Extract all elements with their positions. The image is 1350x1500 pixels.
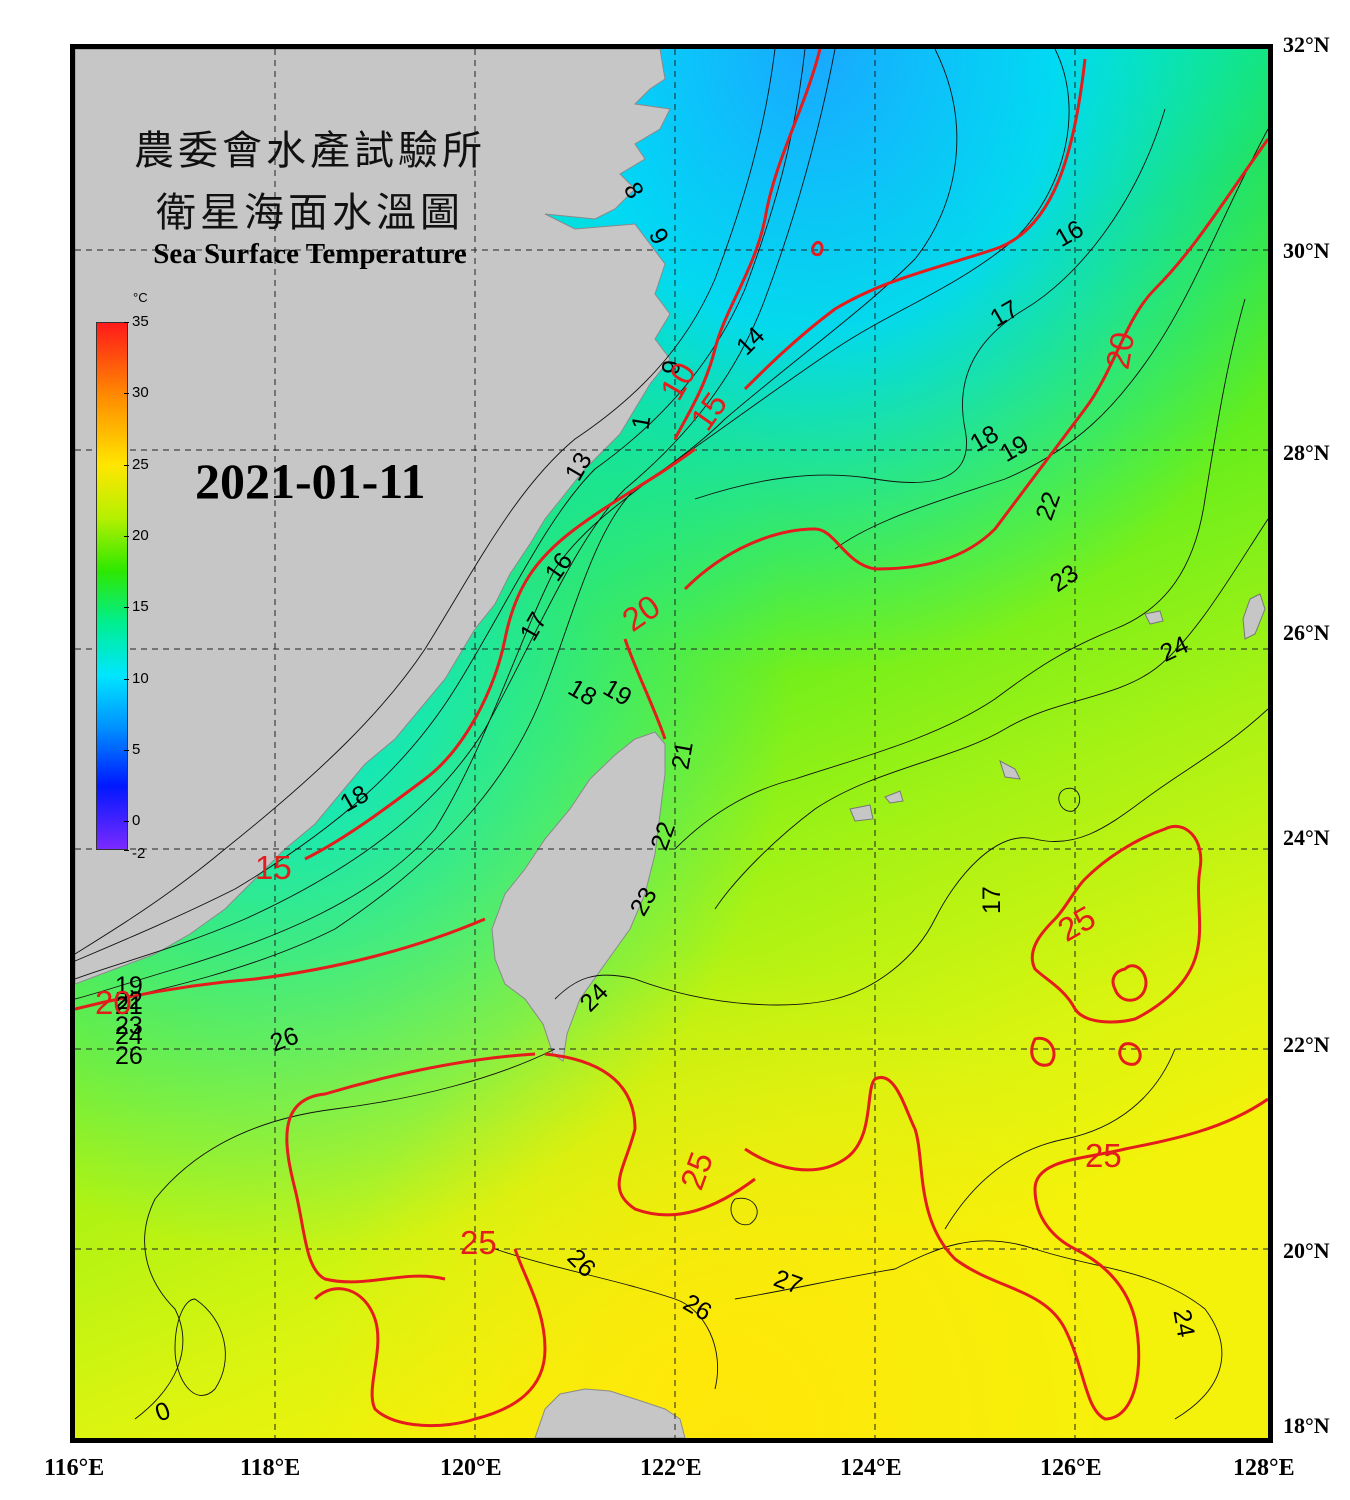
colorbar-tick-mark xyxy=(124,821,129,823)
colorbar-tick-label: 10 xyxy=(132,669,149,687)
iso-label: 24 xyxy=(1168,1307,1200,1339)
iso-label: 9 xyxy=(656,358,686,377)
iso-label: 21 xyxy=(666,739,698,771)
lon-label-118: 118°E xyxy=(240,1455,301,1481)
colorbar-tick-label: 5 xyxy=(132,741,141,759)
land-luzon xyxy=(534,1388,686,1438)
iso-red-label: 20 xyxy=(1099,329,1142,372)
colorbar-tick-label: 30 xyxy=(132,384,149,402)
colorbar-tick-label: 20 xyxy=(132,527,149,545)
iso-red-label: 25 xyxy=(1085,1137,1122,1174)
land-china xyxy=(75,49,671,985)
colorbar-tick-label: 35 xyxy=(132,313,149,330)
colorbar xyxy=(96,322,128,850)
colorbar-tick-mark xyxy=(124,678,129,680)
iso-label: 23 xyxy=(115,1012,143,1040)
colorbar-tick-label: 25 xyxy=(132,455,149,473)
iso-red-label: 20 xyxy=(95,984,132,1021)
iso-label: 24 xyxy=(115,1022,143,1050)
lon-label-126: 126°E xyxy=(1040,1455,1102,1481)
date-label: 2021-01-11 xyxy=(195,453,426,509)
lat-label-24: 24°N xyxy=(1283,825,1330,850)
lon-label-124: 124°E xyxy=(840,1455,902,1481)
colorbar-tick-label: 15 xyxy=(132,598,149,616)
colorbar-tick-label: 0 xyxy=(132,812,141,830)
iso-label: 26 xyxy=(115,1042,143,1070)
lat-label-20: 20°N xyxy=(1283,1238,1330,1263)
lat-label-26: 26°N xyxy=(1283,620,1330,645)
lat-label-18: 18°N xyxy=(1283,1413,1330,1438)
lat-label-28: 28°N xyxy=(1283,440,1330,465)
isotherms-major xyxy=(75,49,1268,1427)
iso-label: 21 xyxy=(115,992,143,1020)
iso-label: 22 xyxy=(115,987,143,1015)
iso-label: 17 xyxy=(978,886,1006,914)
lon-label-122: 122°E xyxy=(640,1455,702,1481)
graticule xyxy=(75,49,1268,1438)
lat-label-30: 30°N xyxy=(1283,238,1330,263)
iso-label: 19 xyxy=(115,972,143,1000)
colorbar-tick-mark xyxy=(124,464,129,466)
colorbar-unit: °C xyxy=(133,290,148,305)
lat-label-22: 22°N xyxy=(1283,1032,1330,1057)
land-islands-east xyxy=(849,593,1266,822)
colorbar-tick-label: -2 xyxy=(132,845,146,862)
lat-label-32: 32°N xyxy=(1283,32,1330,57)
iso-label: 1 xyxy=(626,413,656,432)
lon-label-120: 120°E xyxy=(440,1455,502,1481)
lon-label-128: 128°E xyxy=(1233,1455,1295,1481)
title-chinese-agency: 農委會水產試驗所 xyxy=(134,128,486,174)
title-chinese-map: 衛星海面水溫圖 xyxy=(156,190,464,236)
sst-map-canvas: 8 9 14 16 17 18 19 9 1 13 16 17 18 19 21… xyxy=(75,49,1268,1438)
colorbar-tick-mark xyxy=(124,536,129,538)
colorbar-tick-mark xyxy=(124,750,129,752)
colorbar-tick-mark xyxy=(124,322,129,323)
lon-label-116: 116°E xyxy=(44,1455,105,1481)
colorbar-tick-mark xyxy=(124,607,129,609)
colorbar-tick-mark xyxy=(124,850,129,851)
colorbar-tick-mark xyxy=(124,393,129,395)
iso-red-label: 25 xyxy=(460,1224,497,1261)
title-english: Sea Surface Temperature xyxy=(153,238,467,270)
land-taiwan xyxy=(491,731,666,1062)
iso-red-label: 15 xyxy=(255,849,292,886)
sst-map: 8 9 14 16 17 18 19 9 1 13 16 17 18 19 21… xyxy=(70,44,1273,1443)
